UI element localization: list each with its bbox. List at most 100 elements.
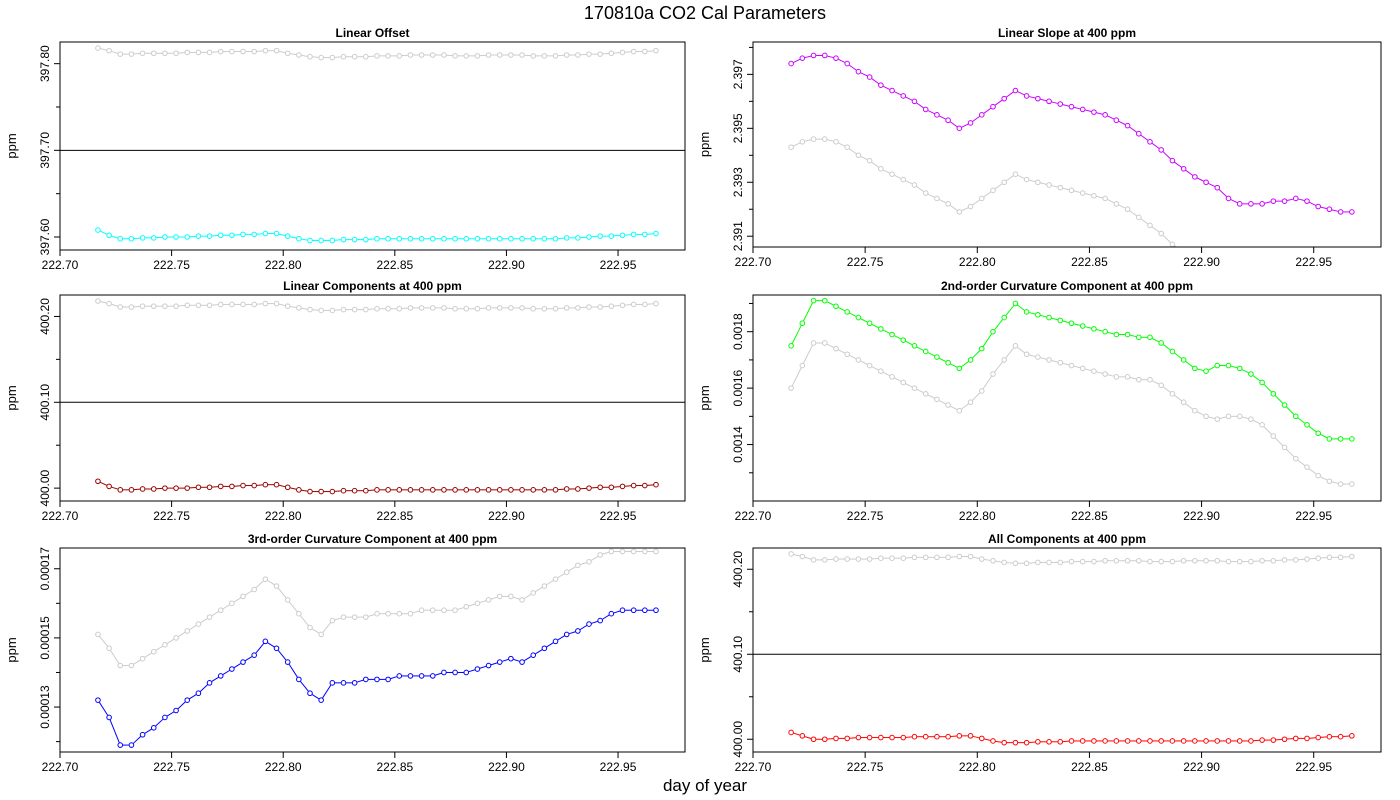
data-point — [1001, 739, 1008, 746]
data-point — [1259, 201, 1265, 207]
series-segment — [546, 580, 554, 586]
data-point — [1192, 738, 1198, 744]
series-segment — [1107, 331, 1114, 335]
series-segment — [1208, 416, 1215, 420]
data-point — [642, 548, 648, 555]
data-point — [1259, 422, 1265, 428]
data-point — [922, 554, 929, 561]
series-segment — [322, 622, 332, 633]
series-segment — [1298, 198, 1305, 202]
series-segment — [278, 484, 286, 488]
series-segment — [803, 302, 813, 322]
series-segment — [1162, 386, 1171, 393]
data-point — [586, 485, 592, 491]
data-point — [195, 233, 202, 239]
y-tick-label: 400.20 — [38, 298, 52, 335]
y-axis-label: ppm — [697, 132, 712, 157]
data-point — [463, 305, 470, 312]
series-segment — [132, 736, 142, 744]
data-point — [229, 483, 235, 490]
series-segment — [1129, 210, 1137, 217]
data-point — [563, 235, 570, 241]
plot-frame — [59, 41, 686, 251]
data-point — [1102, 738, 1108, 744]
series-segment — [222, 669, 230, 675]
data-point — [844, 556, 851, 562]
series-segment — [1185, 169, 1194, 176]
x-tick-label: 222.80 — [265, 509, 302, 523]
data-point — [1315, 555, 1321, 562]
data-point — [318, 697, 324, 703]
series-segment — [100, 481, 107, 486]
series-segment — [1308, 468, 1317, 475]
data-point — [653, 300, 659, 307]
data-point — [821, 297, 828, 304]
data-point — [788, 729, 794, 736]
data-point — [1169, 558, 1176, 565]
series-segment — [1107, 115, 1115, 120]
data-point — [318, 488, 324, 495]
data-point — [1046, 357, 1052, 363]
series-segment — [927, 110, 935, 115]
data-point — [552, 487, 559, 493]
data-point — [1326, 436, 1333, 442]
data-point — [1001, 314, 1008, 321]
data-point — [1236, 558, 1243, 565]
data-point — [1012, 300, 1019, 307]
data-point — [1281, 198, 1288, 204]
series-segment — [927, 394, 935, 399]
series-segment — [144, 728, 152, 734]
series-segment — [939, 115, 947, 120]
series-segment — [591, 620, 598, 624]
data-point — [642, 607, 648, 614]
data-point — [900, 337, 907, 343]
data-point — [1180, 557, 1187, 564]
series-segment — [972, 735, 980, 739]
series-segment — [804, 55, 812, 59]
series-segment — [972, 392, 981, 401]
data-point — [530, 235, 537, 242]
series-segment — [827, 139, 834, 142]
data-point — [95, 478, 101, 485]
panel-title: Linear Components at 400 ppm — [283, 279, 462, 293]
data-point — [889, 734, 895, 741]
series-segment — [1140, 134, 1149, 141]
data-point — [563, 569, 570, 576]
data-point — [1281, 402, 1288, 408]
data-point — [630, 48, 637, 55]
data-point — [340, 680, 347, 686]
data-point — [184, 697, 191, 703]
series-segment — [301, 307, 308, 310]
data-point — [978, 345, 985, 352]
x-tick-label: 222.90 — [1183, 509, 1220, 523]
series-segment — [1129, 334, 1137, 338]
data-point — [530, 487, 537, 493]
data-point — [1124, 206, 1131, 213]
series-segment — [1185, 403, 1194, 410]
data-point — [1135, 334, 1142, 341]
series-segment — [1230, 365, 1238, 369]
data-point — [1057, 317, 1064, 324]
data-point — [833, 735, 839, 742]
data-point — [967, 553, 974, 560]
chart-panel: Linear Offset ppm 222.70 222.75 222.80 222.85… — [4, 26, 686, 272]
data-point — [1124, 331, 1131, 338]
series-segment — [189, 625, 197, 631]
data-point — [307, 306, 313, 313]
series-segment — [613, 610, 621, 614]
data-point — [95, 631, 101, 638]
data-point — [1203, 557, 1209, 564]
series-segment — [300, 615, 309, 626]
data-point — [1259, 737, 1265, 743]
data-point — [1079, 558, 1086, 565]
data-series — [95, 298, 659, 314]
data-point — [162, 485, 168, 491]
data-point — [821, 736, 828, 743]
data-point — [866, 734, 873, 741]
data-point — [630, 231, 637, 238]
panel-title: Linear Slope at 400 ppm — [998, 26, 1136, 40]
series-segment — [244, 590, 253, 596]
data-point — [810, 557, 817, 563]
data-point — [474, 53, 481, 59]
y-tick-label: 2.391 — [731, 221, 745, 251]
